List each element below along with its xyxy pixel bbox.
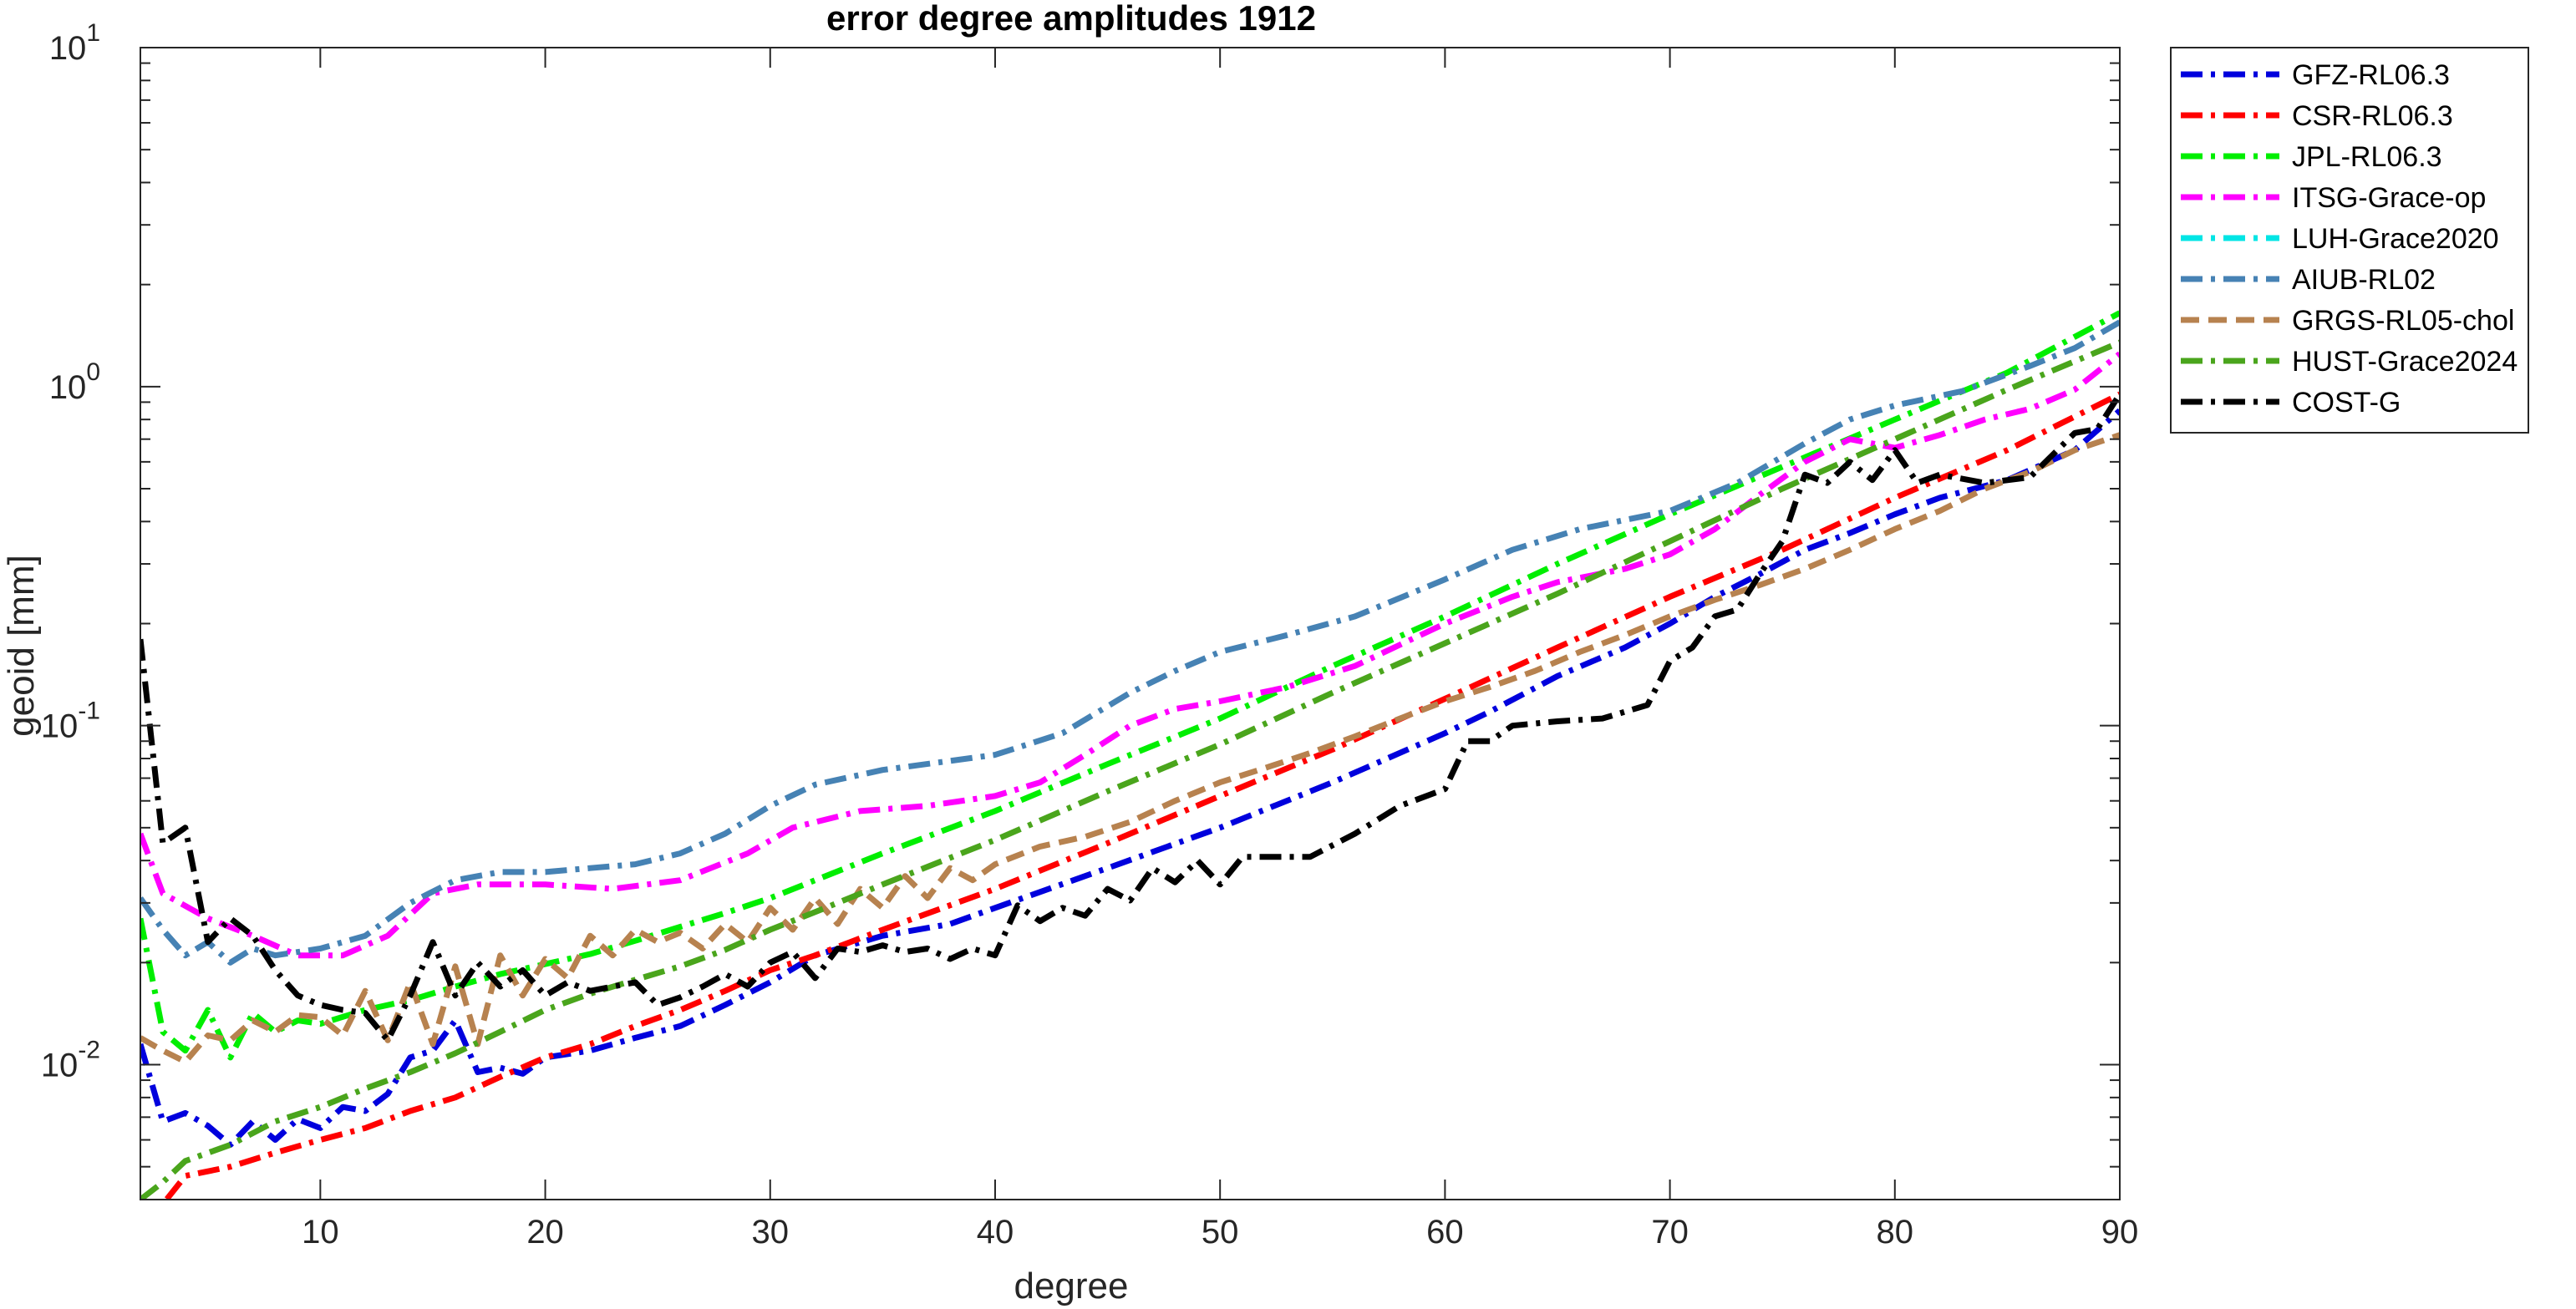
x-tick-label: 60 <box>1426 1214 1464 1251</box>
y-axis-title: geoid [mm] <box>1 555 42 737</box>
legend-label-cost-g: COST-G <box>2292 387 2401 419</box>
x-tick-label: 10 <box>302 1214 339 1251</box>
legend-label-gfz-rl06-3: GFZ-RL06.3 <box>2292 59 2450 91</box>
legend-label-csr-rl06-3: CSR-RL06.3 <box>2292 100 2453 132</box>
x-tick-label: 90 <box>2101 1214 2139 1251</box>
legend-label-grgs-rl05-chol: GRGS-RL05-chol <box>2292 305 2514 337</box>
legend-label-aiub-rl02: AIUB-RL02 <box>2292 264 2436 296</box>
series-line-grgs-rl05-chol <box>140 432 2120 1065</box>
series-line-hust-grace2024 <box>140 339 2120 1200</box>
series-line-aiub-rl02 <box>140 319 2120 966</box>
legend-label-luh-grace2020: LUH-Grace2020 <box>2292 223 2499 255</box>
x-tick-label: 40 <box>977 1214 1014 1251</box>
legend-label-hust-grace2024: HUST-Grace2024 <box>2292 346 2518 378</box>
x-tick-label: 80 <box>1877 1214 1914 1251</box>
series-line-jpl-rl06-3 <box>140 310 2120 1061</box>
x-tick-label: 20 <box>526 1214 564 1251</box>
legend-label-itsg-grace-op: ITSG-Grace-op <box>2292 182 2486 214</box>
x-tick-label: 70 <box>1651 1214 1689 1251</box>
legend: GFZ-RL06.3 CSR-RL06.3 JPL-RL06.3 ITSG-Grace… <box>2170 47 2529 434</box>
chart-title: error degree amplitudes 1912 <box>826 0 1316 38</box>
x-axis-title: degree <box>1014 1266 1128 1306</box>
series-line-cost-g <box>140 392 2120 1043</box>
series-line-gfz-rl06-3 <box>140 408 2120 1148</box>
legend-label-jpl-rl06-3: JPL-RL06.3 <box>2292 141 2442 173</box>
x-tick-label: 50 <box>1202 1214 1239 1251</box>
x-tick-label: 30 <box>752 1214 790 1251</box>
